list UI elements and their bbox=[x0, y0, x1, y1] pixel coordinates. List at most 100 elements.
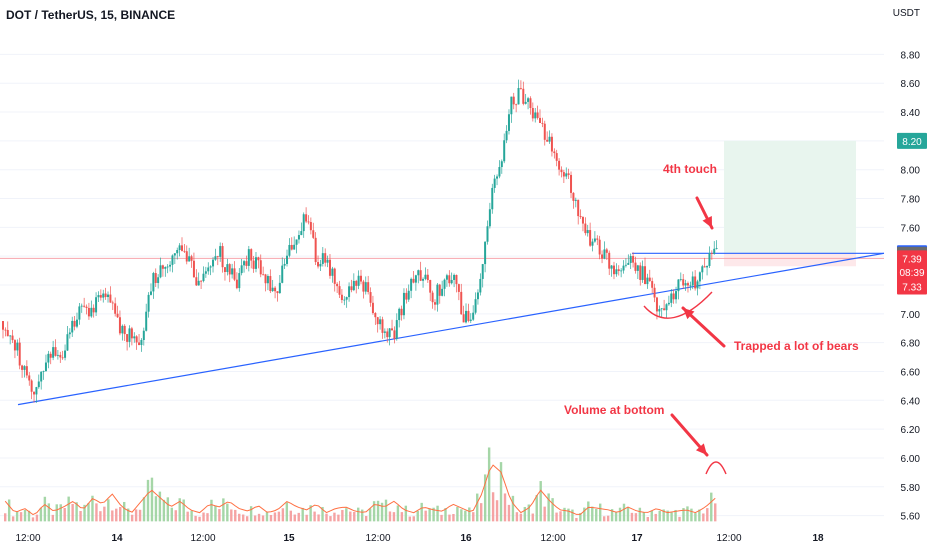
volume-bar-91 bbox=[364, 516, 368, 522]
candle-body-164 bbox=[393, 330, 396, 339]
candle-body-10 bbox=[25, 366, 28, 376]
candle-body-94 bbox=[226, 264, 229, 273]
candle-body-179 bbox=[429, 280, 432, 293]
candle-body-112 bbox=[269, 276, 272, 292]
candle-body-220 bbox=[527, 98, 530, 102]
volume-bar-0 bbox=[4, 513, 7, 522]
volume-bar-102 bbox=[408, 516, 411, 522]
candle-body-181 bbox=[433, 302, 436, 305]
candle-body-101 bbox=[243, 261, 246, 266]
volume-bar-29 bbox=[119, 506, 122, 522]
candle-body-116 bbox=[278, 282, 281, 294]
candle-body-9 bbox=[23, 366, 26, 370]
candle-body-137 bbox=[328, 259, 331, 276]
volume-bar-118 bbox=[472, 512, 475, 522]
volume-bar-47 bbox=[190, 510, 193, 522]
candle-body-257 bbox=[615, 269, 618, 275]
candle-body-16 bbox=[40, 371, 43, 382]
candle-body-102 bbox=[245, 261, 248, 266]
candle-body-232 bbox=[555, 153, 558, 161]
price-marker-bg-4 bbox=[897, 264, 927, 281]
candle-body-287 bbox=[686, 283, 689, 286]
volume-bar-59 bbox=[238, 513, 241, 522]
candle-body-95 bbox=[228, 264, 231, 275]
candle-body-259 bbox=[620, 270, 623, 272]
volume-bar-114 bbox=[456, 506, 459, 522]
volume-bar-175 bbox=[698, 509, 701, 522]
candle-body-7 bbox=[18, 342, 21, 366]
candle-body-6 bbox=[16, 342, 19, 351]
candle-body-115 bbox=[276, 291, 279, 294]
candle-body-104 bbox=[250, 249, 253, 261]
candle-body-8 bbox=[21, 365, 24, 370]
volume-bar-37 bbox=[150, 477, 154, 522]
candle-body-299 bbox=[715, 248, 718, 249]
candle-body-65 bbox=[157, 277, 160, 283]
volume-bar-48 bbox=[194, 515, 197, 522]
candle-body-85 bbox=[204, 271, 207, 274]
candle-body-174 bbox=[417, 270, 420, 276]
candle-body-72 bbox=[173, 253, 176, 256]
volume-bar-126 bbox=[503, 493, 507, 522]
candle-body-265 bbox=[634, 262, 637, 271]
volume-bar-18 bbox=[75, 502, 78, 522]
candle-body-28 bbox=[68, 332, 71, 335]
volume-bar-166 bbox=[662, 509, 665, 522]
candle-body-253 bbox=[605, 249, 608, 253]
candle-body-195 bbox=[467, 310, 470, 321]
ascending-trendline bbox=[17, 252, 885, 406]
candle-body-125 bbox=[300, 231, 303, 236]
candle-body-74 bbox=[178, 245, 181, 250]
candle-body-218 bbox=[522, 88, 525, 104]
candle-body-75 bbox=[181, 245, 183, 251]
candle-body-108 bbox=[259, 260, 262, 275]
candle-body-161 bbox=[386, 331, 389, 338]
candle-body-2 bbox=[6, 330, 9, 337]
volume-bar-20 bbox=[83, 504, 86, 522]
x-tick-label-0: 12:00 bbox=[15, 533, 40, 544]
candle-body-267 bbox=[639, 265, 642, 280]
volume-bar-42 bbox=[170, 507, 173, 522]
candle-body-216 bbox=[517, 88, 520, 105]
candle-body-165 bbox=[395, 320, 398, 339]
candle-body-25 bbox=[61, 357, 64, 359]
candle-body-249 bbox=[596, 238, 599, 240]
volume-bar-41 bbox=[166, 497, 170, 522]
candle-body-191 bbox=[457, 284, 460, 292]
candle-body-290 bbox=[694, 276, 697, 289]
volume-bar-96 bbox=[384, 499, 388, 522]
volume-bar-69 bbox=[277, 511, 281, 522]
volume-bar-27 bbox=[111, 510, 114, 522]
volume-bar-105 bbox=[420, 502, 423, 522]
candle-body-105 bbox=[252, 260, 255, 269]
volume-bar-77 bbox=[309, 505, 312, 522]
candle-body-144 bbox=[345, 297, 348, 300]
volume-bar-6 bbox=[27, 510, 31, 522]
candle-body-98 bbox=[235, 279, 238, 289]
volume-bar-55 bbox=[222, 498, 225, 522]
volume-bar-67 bbox=[269, 514, 273, 522]
volume-bar-64 bbox=[257, 513, 261, 522]
candle-body-111 bbox=[266, 276, 269, 284]
volume-bar-142 bbox=[567, 508, 570, 522]
volume-bar-88 bbox=[353, 511, 356, 522]
candle-body-22 bbox=[54, 347, 57, 356]
volume-bar-3 bbox=[15, 511, 19, 522]
candle-body-57 bbox=[138, 342, 141, 346]
volume-bar-108 bbox=[432, 507, 435, 522]
candle-body-296 bbox=[708, 253, 711, 266]
candle-body-139 bbox=[333, 268, 336, 284]
y-tick-label-5: 7.80 bbox=[901, 195, 921, 206]
volume-bar-159 bbox=[634, 513, 638, 522]
candle-body-262 bbox=[627, 262, 630, 265]
candle-body-132 bbox=[317, 262, 320, 267]
volume-bar-144 bbox=[575, 517, 578, 522]
volume-bar-130 bbox=[519, 513, 523, 522]
candle-body-67 bbox=[161, 265, 164, 269]
volume-bar-97 bbox=[388, 511, 392, 522]
annotation-volume-bottom: Volume at bottom bbox=[564, 403, 664, 417]
volume-bar-173 bbox=[690, 508, 693, 522]
candle-body-81 bbox=[195, 277, 198, 286]
volume-bar-124 bbox=[495, 500, 499, 522]
price-marker-label-0: 8.20 bbox=[902, 137, 922, 148]
